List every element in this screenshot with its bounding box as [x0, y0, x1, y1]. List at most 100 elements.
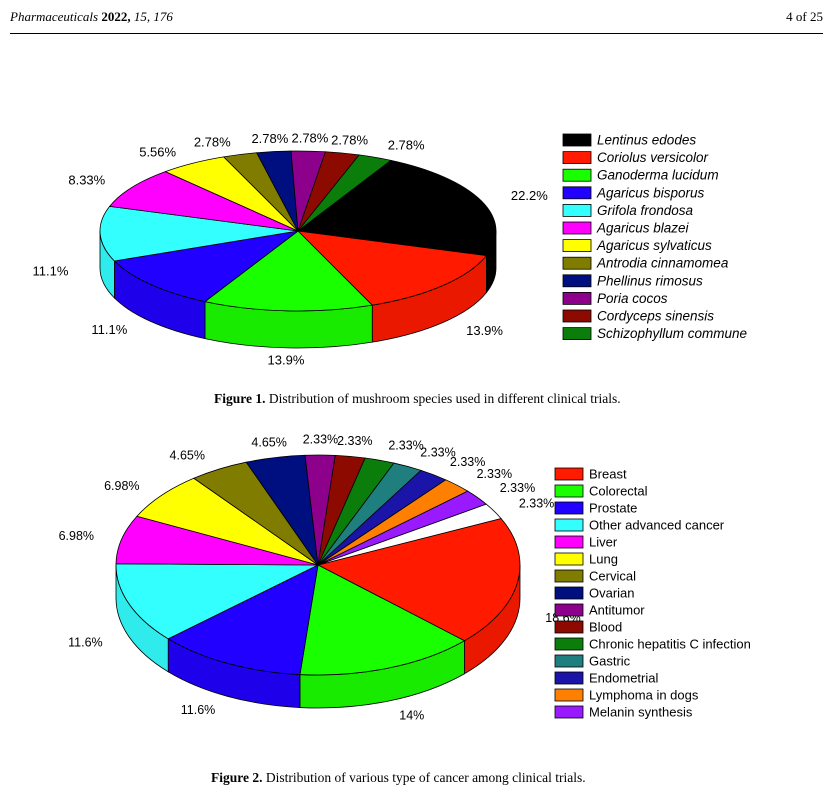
journal-year: 2022, — [101, 9, 131, 24]
pie-data-label-endometrial: 2.33% — [450, 455, 485, 469]
volume-page: 15, 176 — [133, 9, 173, 24]
legend-swatch-lymphoma-in-dogs — [554, 688, 584, 702]
pie-data-label-phellinus-rimosus: 2.78% — [251, 131, 288, 146]
legend-label-breast: Breast — [589, 467, 627, 482]
pie-slice-grifola-frondosa — [99, 205, 299, 262]
legend: Lentinus edodes Coriolus versicolor Ganode… — [562, 133, 747, 341]
pie-data-label-blood: 2.33% — [337, 434, 372, 448]
pie-slice-agaricus-blazei — [108, 171, 299, 232]
legend-swatch-endometrial — [554, 671, 584, 685]
legend-label-poria-cocos: Poria cocos — [597, 291, 668, 306]
pie-top-group — [115, 454, 521, 676]
figure-1-caption-text: Distribution of mushroom species used in… — [268, 391, 621, 406]
legend-label-gastric: Gastric — [589, 654, 631, 669]
pie-data-label-prostate: 11.6% — [181, 703, 216, 717]
legend-swatch-agaricus-blazei — [562, 221, 592, 235]
legend-label-ganoderma-lucidum: Ganoderma lucidum — [597, 168, 719, 183]
pie-slice-colorectal — [299, 564, 466, 676]
pie-data-label-melanin-synthesis: 2.33% — [500, 481, 535, 495]
legend-label-lung: Lung — [589, 552, 618, 567]
pie-data-label-liver: 6.98% — [59, 529, 94, 543]
legend-swatch-agaricus-bisporus — [562, 186, 592, 200]
figure-2-caption: Figure 2. Distribution of various type o… — [211, 770, 586, 786]
pie-data-label-ovarian: 4.65% — [251, 435, 286, 449]
legend-label-melanin-synthesis: Melanin synthesis — [589, 705, 693, 720]
legend-label-phellinus-rimosus: Phellinus rimosus — [597, 273, 703, 288]
figure-2-pie-chart: 18.6%14%11.6%11.6%6.98%6.98%4.65%4.65% 2.… — [59, 433, 751, 723]
pie-data-label-schizophyllum-commune: 2.78% — [388, 138, 425, 153]
legend-swatch-colorectal — [554, 484, 584, 498]
header-rule — [10, 33, 823, 34]
pie-data-label-lymphoma-in-dogs: 2.33% — [477, 467, 512, 481]
pie-slice-coriolus-versicolor — [296, 230, 488, 306]
pie-slice-breast — [316, 518, 521, 642]
pie-data-label-ganoderma-lucidum: 13.9% — [268, 353, 305, 368]
legend-swatch-coriolus-versicolor — [562, 151, 592, 164]
legend-swatch-other-advanced-cancer — [554, 518, 584, 532]
journal-name: Pharmaceuticals — [10, 9, 99, 24]
pie-side-group — [115, 564, 521, 709]
legend-label-ovarian: Ovarian — [589, 586, 635, 601]
figure-1-caption: Figure 1. Distribution of mushroom speci… — [214, 391, 621, 407]
legend-swatch-lentinus-edodes — [562, 133, 592, 147]
legend-swatch-cordyceps-sinensis — [562, 309, 592, 323]
legend-swatch-poria-cocos — [562, 291, 592, 305]
pie-data-label-lentinus-edodes: 22.2% — [511, 188, 548, 203]
legend-label-agaricus-blazei: Agaricus blazei — [596, 221, 690, 236]
legend-label-cervical: Cervical — [589, 569, 636, 584]
pie-data-label-poria-cocos: 2.78% — [291, 130, 328, 145]
figure-1-caption-label: Figure 1. — [214, 391, 266, 406]
pie-data-label-agaricus-blazei: 8.33% — [68, 173, 105, 188]
legend-label-agaricus-bisporus: Agaricus bisporus — [596, 185, 705, 200]
legend-swatch-chronic-hepatitis-c-infection — [554, 637, 584, 651]
pie-slice-lentinus-edodes — [296, 159, 497, 257]
figure-1-pie-chart: 22.2% 13.9% 13.9% 11.1% 11.1% 8.33% 5.56% 2.78%… — [33, 130, 748, 367]
pie-slice-slice-15 — [317, 503, 502, 566]
pie-label-group: 22.2% 13.9% 13.9% 11.1% 11.1% 8.33% 5.56% 2.78%… — [33, 130, 549, 367]
pie-data-label-agaricus-bisporus: 11.1% — [91, 322, 127, 337]
legend-swatch-antitumor — [554, 603, 584, 617]
pie-top-group — [99, 150, 497, 312]
pie-slice-other-advanced-cancer — [115, 563, 319, 640]
legend-swatch-breast — [554, 467, 584, 481]
pie-data-label-agaricus-sylvaticus: 5.56% — [139, 144, 176, 159]
legend-label-grifola-frondosa: Grifola frondosa — [597, 203, 694, 218]
legend-label-prostate: Prostate — [589, 501, 637, 516]
legend-swatch-blood — [554, 620, 584, 634]
pie-data-label-lung: 6.98% — [104, 479, 139, 493]
legend-swatch-antrodia-cinnamomea — [562, 256, 592, 270]
pie-side-group — [99, 230, 497, 349]
pie-slice-ganoderma-lucidum — [204, 230, 374, 312]
pie-data-label-gastric: 2.33% — [420, 446, 455, 460]
pie-slice-prostate — [167, 564, 319, 675]
legend-swatch-schizophyllum-commune — [562, 327, 592, 341]
legend-swatch-agaricus-sylvaticus — [562, 239, 592, 253]
pie-slice-agaricus-bisporus — [113, 230, 299, 303]
legend-swatch-prostate — [554, 501, 584, 515]
legend-swatch-grifola-frondosa — [562, 203, 592, 217]
legend-swatch-lung — [554, 552, 584, 566]
legend-label-colorectal: Colorectal — [589, 484, 648, 499]
pie-data-label-antitumor: 2.33% — [303, 433, 338, 447]
legend-label-schizophyllum-commune: Schizophyllum commune — [597, 326, 747, 341]
legend-swatch-ganoderma-lucidum — [562, 168, 592, 182]
legend-label-lentinus-edodes: Lentinus edodes — [597, 133, 696, 148]
legend-label-antitumor: Antitumor — [589, 603, 645, 618]
running-header-citation: Pharmaceuticals 2022, 15, 176 — [10, 9, 173, 25]
legend-swatch-cervical — [554, 569, 584, 583]
pie-data-label-slice-15: 2.33% — [519, 497, 554, 511]
legend-label-agaricus-sylvaticus: Agaricus sylvaticus — [596, 238, 712, 253]
legend-label-liver: Liver — [589, 535, 618, 550]
legend-label-antrodia-cinnamomea: Antrodia cinnamomea — [596, 256, 729, 271]
legend-swatch-melanin-synthesis — [554, 705, 584, 719]
figure-2-caption-label: Figure 2. — [211, 770, 263, 785]
legend: Breast Colorectal Prostate Other advanced c… — [554, 467, 751, 720]
pie-data-label-colorectal: 14% — [399, 708, 424, 722]
legend-label-cordyceps-sinensis: Cordyceps sinensis — [597, 309, 714, 324]
legend-label-chronic-hepatitis-c-infection: Chronic hepatitis C infection — [589, 637, 751, 652]
legend-label-coriolus-versicolor: Coriolus versicolor — [597, 150, 709, 165]
legend-label-lymphoma-in-dogs: Lymphoma in dogs — [589, 688, 699, 703]
legend-swatch-liver — [554, 535, 584, 549]
pie-data-label-other-advanced-cancer: 11.6% — [68, 635, 103, 649]
pie-data-label-cervical: 4.65% — [170, 449, 205, 463]
